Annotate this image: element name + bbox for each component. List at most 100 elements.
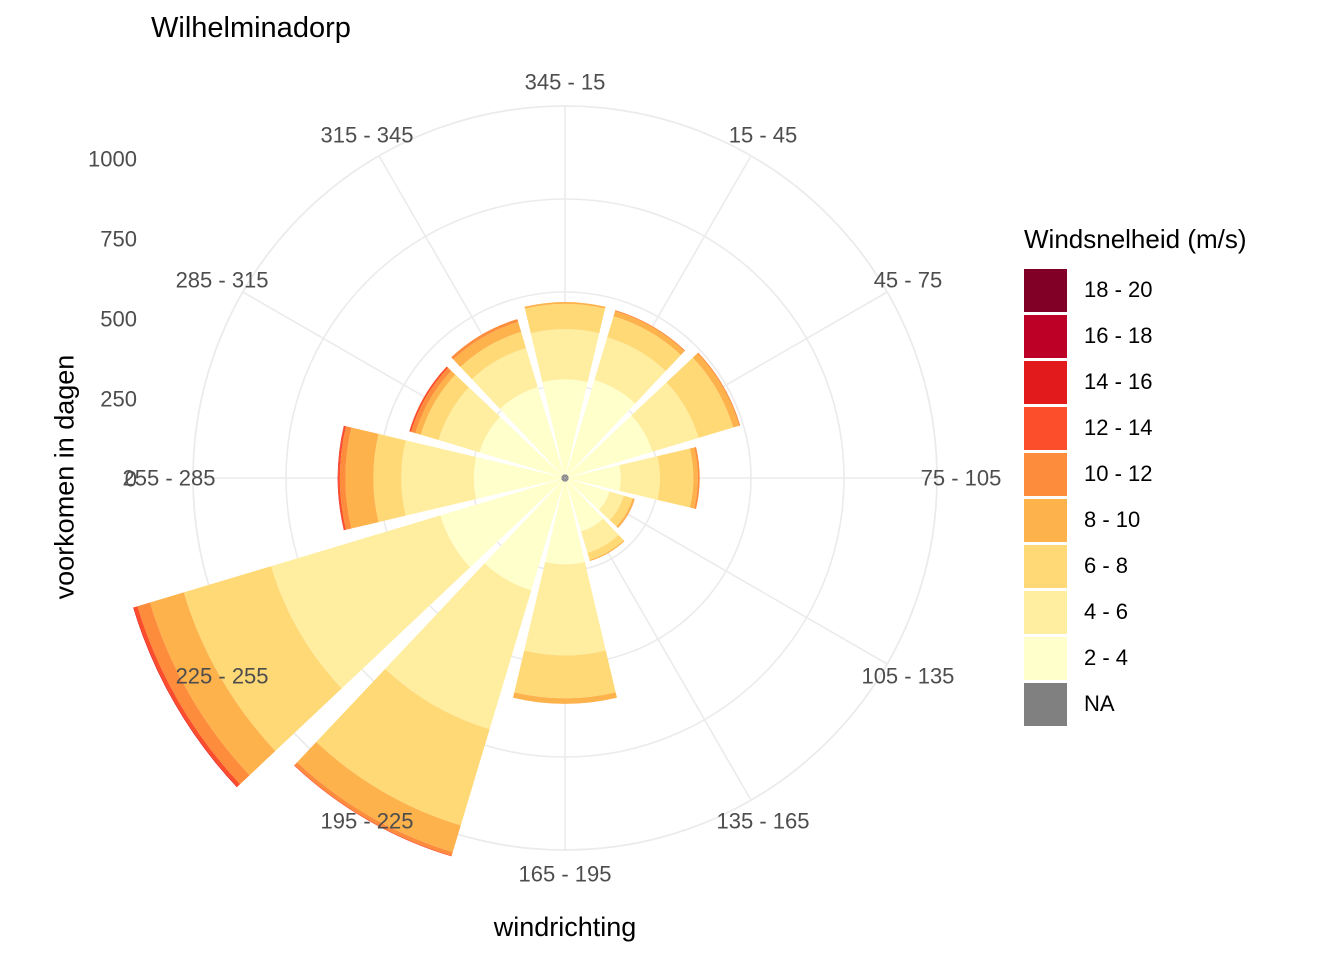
legend-swatch [1024,544,1067,588]
legend-label: 4 - 6 [1084,599,1129,624]
wind-segment-NA [561,477,565,479]
wind-segment-8-10 [613,311,685,356]
legend: Windsnelheid (m/s) 18 - 20 16 - 18 14 - 16… [1024,224,1247,727]
wind-segment-8-10 [297,741,461,853]
legend-swatch [1024,636,1067,680]
legend-swatch [1024,498,1067,542]
wind-segment-8-10 [692,353,740,428]
wind-segment-4-6 [401,440,477,516]
wind-segment-2-4 [566,480,604,532]
wind-segment-6-8 [316,668,490,826]
wind-segment-6-8 [420,374,469,441]
wind-segment-4-6 [581,518,619,553]
y-axis-label: voorkomen in dagen [49,354,80,600]
legend-item: 16 - 18 [1024,313,1247,359]
wind-segment-10-12 [339,426,352,530]
direction-label: 15 - 45 [729,123,798,148]
legend-item: 12 - 14 [1024,405,1247,451]
wind-segment-NA [561,475,565,478]
legend-swatch [1024,452,1067,496]
direction-label: 255 - 285 [123,466,216,491]
wind-segment-NA [565,474,568,478]
wind-segment-12-14 [409,366,449,432]
wind-segment-6-8 [183,566,342,751]
wind-segment-6-8 [607,316,681,372]
radial-tick-label: 0 [125,467,137,492]
radial-tick-label: 250 [100,387,137,412]
wind-segment-4-6 [271,515,471,689]
wind-segment-NA [561,478,565,481]
legend-swatch [1024,682,1067,726]
axis-labels: 345 - 15 15 - 45 45 - 75 75 - 105 105 - 135 1… [88,70,1001,887]
wind-segment-4-6 [619,456,660,500]
wind-segment-NA [564,478,566,482]
legend-item: 2 - 4 [1024,635,1247,681]
wind-segment-2-4 [473,457,562,499]
wind-segment-NA [565,478,568,482]
wind-rose-bars [133,302,741,857]
wind-segment-8-10 [616,498,635,528]
wind-segment-8-10 [453,321,522,368]
legend-label: 16 - 18 [1084,323,1153,348]
wind-segment-NA [565,478,569,481]
wind-segment-8-10 [345,427,379,529]
legend-label: 10 - 12 [1084,461,1153,486]
legend-title: Windsnelheid (m/s) [1024,224,1247,254]
wind-segment-8-10 [524,302,606,309]
wind-segment-NA [562,478,565,482]
wind-segment-4-6 [524,561,606,656]
legend-item: 18 - 20 [1024,267,1247,313]
wind-segment-4-6 [631,382,699,452]
direction-label: 75 - 105 [921,466,1002,491]
wind-segment-2-4 [440,479,563,568]
direction-label: 285 - 315 [176,268,269,293]
wind-segment-6-8 [514,650,616,699]
wind-segment-6-8 [666,357,734,438]
direction-label: 105 - 135 [861,664,954,689]
wind-segment-6-8 [609,495,633,527]
wind-segment-2-4 [567,479,610,510]
legend-label: 14 - 16 [1084,369,1153,394]
wind-segment-NA [562,474,565,478]
legend-item: 14 - 16 [1024,359,1247,405]
wind-segment-14-16 [337,425,345,531]
direction-label: 165 - 195 [519,862,612,887]
wind-segment-2-4 [484,480,564,591]
direction-label: 195 - 225 [321,808,414,833]
legend-item: 10 - 12 [1024,451,1247,497]
wind-segment-8-10 [149,592,276,776]
legend-item: NA [1024,681,1247,727]
wind-segment-2-4 [568,465,621,491]
direction-label: 135 - 165 [717,808,810,833]
x-axis-label: windrichting [493,912,637,942]
wind-segment-2-4 [567,415,653,477]
legend-item: 8 - 10 [1024,497,1247,543]
wind-segment-6-8 [657,448,694,508]
wind-segment-6-8 [587,534,624,560]
wind-segment-2-4 [542,379,588,475]
wind-segment-6-8 [373,433,406,523]
legend-label: 12 - 14 [1084,415,1153,440]
wind-segment-4-6 [598,491,624,521]
legend-swatch [1024,314,1067,358]
legend-label: 8 - 10 [1084,507,1141,532]
legend-label: 6 - 8 [1084,553,1129,578]
wind-segment-NA [564,474,566,478]
wind-segment-4-6 [530,329,600,383]
direction-label: 345 - 15 [525,70,606,95]
wind-segment-12-14 [338,425,346,531]
direction-label: 225 - 255 [176,664,269,689]
wind-segment-4-6 [438,387,501,453]
legend-swatch [1024,360,1067,404]
legend-label: 2 - 4 [1084,645,1129,670]
legend-item: 4 - 6 [1024,589,1247,635]
chart-title: Wilhelminadorp [151,12,351,44]
legend-swatch [1024,590,1067,634]
wind-segment-8-10 [589,540,625,562]
wind-segment-2-4 [499,387,564,476]
wind-segment-10-12 [411,367,452,434]
radial-tick-label: 1000 [88,147,137,172]
radial-tick-label: 750 [100,227,137,252]
wind-segment-8-10 [415,370,456,435]
